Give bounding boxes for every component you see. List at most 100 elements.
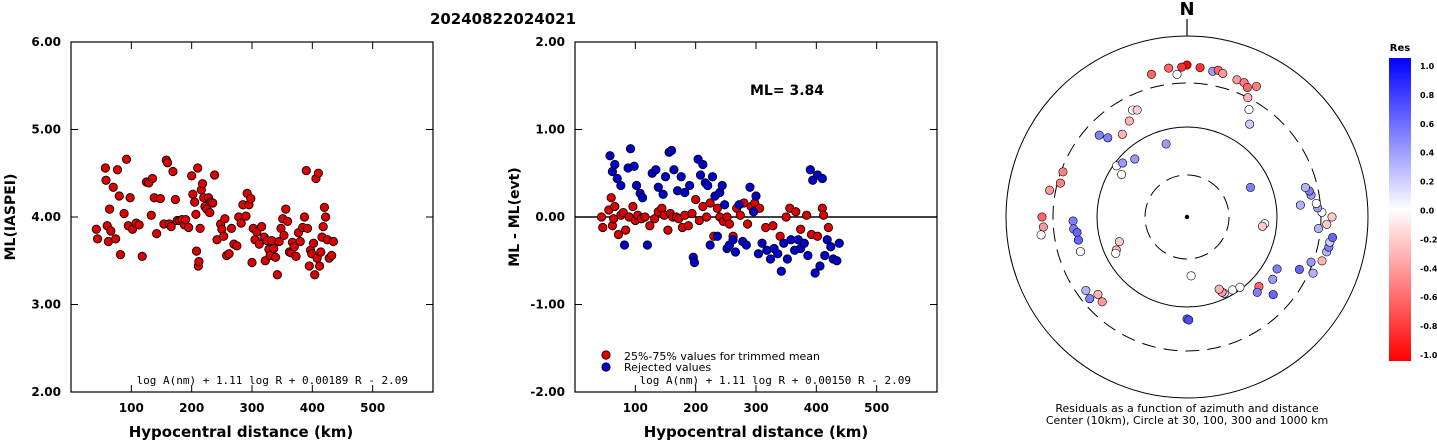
plot2-data-point — [695, 170, 706, 180]
plot1-data-point — [119, 208, 129, 219]
plot2-data-point — [613, 229, 624, 240]
plot2-data-point — [826, 242, 836, 252]
station-residual-point — [1317, 256, 1327, 266]
plot1-data-point — [299, 212, 310, 222]
station-residual-point — [1075, 247, 1085, 257]
colorbar-tick-label: -0.8 — [1420, 322, 1437, 331]
plot1-xtick-label: 400 — [300, 401, 325, 415]
plot1-data-point — [308, 238, 319, 248]
ring-300km — [1052, 82, 1322, 352]
plot2-ylabel: ML - ML(evt) — [507, 167, 523, 266]
plot2-data-point — [791, 207, 801, 217]
station-residual-point — [1295, 200, 1305, 210]
station-residual-point — [1111, 248, 1121, 258]
plot2-data-point — [834, 238, 844, 248]
plot1-data-point — [112, 165, 123, 175]
plot1-data-point — [152, 229, 162, 239]
station-residual-point — [1186, 271, 1196, 281]
plot1-ytick-label: 6.00 — [31, 35, 61, 49]
plot1-data-point — [226, 223, 237, 233]
plot1-data-point — [279, 230, 289, 240]
ring-30km — [1144, 174, 1230, 260]
colorbar-tick-label: -0.2 — [1420, 235, 1437, 244]
plot2-data-point — [631, 180, 642, 191]
north-label: N — [1179, 0, 1194, 20]
plot1-data-point — [115, 250, 126, 260]
station-residual-point — [1242, 82, 1252, 92]
station-residual-point — [1257, 221, 1267, 231]
plot2-data-point — [629, 161, 639, 171]
plot1-data-point — [188, 189, 198, 199]
station-residual-point — [1245, 182, 1255, 192]
colorbar-tick-label: -1.0 — [1420, 351, 1437, 360]
plot2-data-point — [717, 180, 727, 191]
colorbar-tick-label: 0.8 — [1420, 91, 1435, 100]
plot2-data-point — [598, 222, 608, 233]
plot1-ylabel: ML(IASPEI) — [3, 174, 19, 261]
station-residual-point — [1037, 212, 1047, 222]
plot2-data-point — [803, 250, 813, 261]
plot2-xtick-label: 100 — [623, 401, 648, 415]
plot1-data-point — [197, 179, 208, 189]
plot2-data-point — [658, 189, 668, 199]
plot1-ytick-label: 5.00 — [31, 123, 61, 137]
plot2-data-point — [799, 238, 809, 248]
ring-100km — [1096, 126, 1278, 308]
station-residual-point — [1327, 212, 1337, 222]
plot1-data-point — [318, 222, 328, 232]
plot2-data-point — [810, 268, 820, 278]
plot1-data-point — [91, 224, 101, 234]
polar-caption-line1: Residuals as a function of azimuth and d… — [1055, 402, 1318, 415]
plot2-xtick-label: 400 — [804, 401, 829, 415]
colorbar-title: Res — [1390, 43, 1410, 54]
plot1-data-point — [282, 216, 293, 226]
station-residual-point — [1093, 289, 1103, 299]
plot2-data-point — [685, 180, 695, 191]
plot2-data-point — [728, 235, 738, 245]
station-residual-point — [1235, 282, 1245, 292]
station-residual-point — [1146, 69, 1156, 79]
station-residual-point — [1094, 130, 1104, 140]
plot2-data-point — [628, 201, 638, 212]
plot1-data-point — [190, 197, 200, 207]
plot2-data-point — [698, 201, 708, 212]
station-residual-point — [1045, 185, 1055, 195]
plot2-data-point — [705, 198, 715, 208]
plot1-data-point — [327, 250, 337, 261]
plot2-data-point — [776, 266, 786, 276]
plot2-data-point — [606, 193, 616, 203]
station-residual-point — [1272, 264, 1282, 274]
plot1-data-point — [247, 257, 257, 268]
plot2-ytick-label: 2.00 — [535, 35, 565, 49]
colorbar-gradient — [1389, 58, 1411, 361]
station-residual-point — [1097, 297, 1107, 307]
plot1-xlabel: Hypocentral distance (km) — [129, 423, 354, 441]
station-residual-point — [1177, 62, 1187, 72]
plot2-data-point — [730, 247, 741, 257]
plot1-data-point — [194, 257, 204, 267]
plot1-data-point — [209, 170, 220, 180]
plot2-data-point — [596, 212, 607, 222]
plot1-ytick-label: 4.00 — [31, 210, 61, 224]
plot1-ytick-label: 2.00 — [31, 385, 61, 399]
plot2-ytick-label: -2.00 — [530, 385, 565, 399]
plot1-data-point — [328, 236, 339, 247]
station-residual-point — [1118, 158, 1128, 168]
plot2-xlabel: Hypocentral distance (km) — [644, 423, 869, 441]
plot2-data-point — [651, 165, 661, 175]
plot1-xtick-label: 200 — [179, 401, 204, 415]
plot2-ytick-label: -1.00 — [530, 298, 565, 312]
event-title: 20240822024021 — [430, 10, 576, 28]
plot1-data-point — [195, 223, 205, 233]
plot1-data-point — [168, 166, 178, 177]
plot2-data-point — [616, 180, 626, 191]
plot1-data-point — [137, 251, 147, 261]
plot1-data-point — [125, 193, 135, 203]
station-residual-point — [1322, 219, 1332, 229]
plot2-data-point — [773, 249, 783, 259]
plot2-data-point — [765, 254, 776, 264]
plot1-data-point — [184, 222, 194, 233]
plot2-data-point — [680, 187, 690, 198]
plot2-data-point — [625, 144, 636, 154]
plot2-data-point — [781, 212, 791, 222]
